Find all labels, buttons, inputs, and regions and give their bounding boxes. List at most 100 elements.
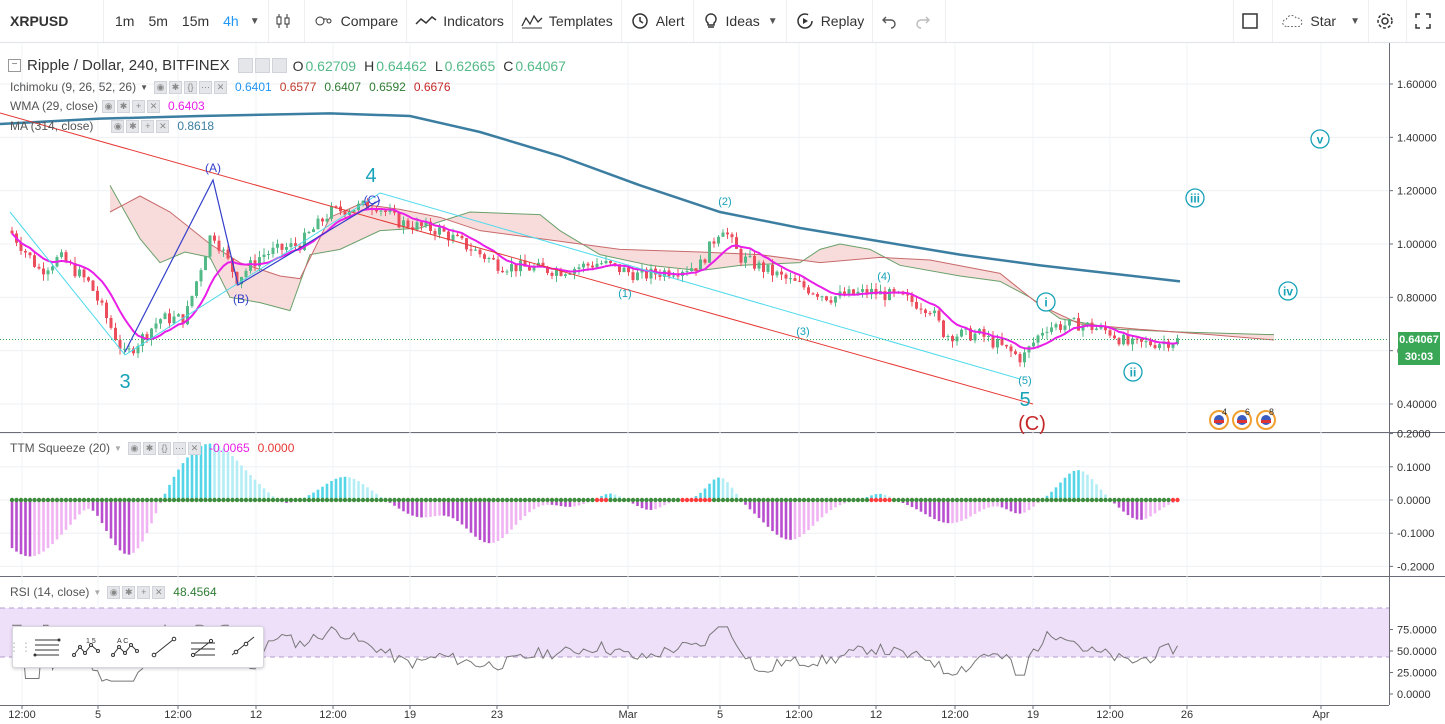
abc-wave-path[interactable]	[124, 178, 381, 353]
candle-body[interactable]	[528, 266, 531, 271]
candle-body[interactable]	[1144, 341, 1148, 343]
candle-body[interactable]	[1081, 325, 1085, 331]
alert-button[interactable]: Alert	[622, 0, 694, 42]
candle-body[interactable]	[1095, 328, 1098, 331]
candle-body[interactable]	[861, 289, 864, 292]
candle-body[interactable]	[757, 262, 761, 269]
candle-body[interactable]	[411, 227, 414, 230]
candle-body[interactable]	[730, 234, 734, 238]
candle-body[interactable]	[465, 238, 468, 250]
chevron-down-icon[interactable]: ▼	[767, 15, 778, 27]
candle-body[interactable]	[51, 266, 54, 271]
candle-body[interactable]	[1176, 338, 1179, 345]
candle-body[interactable]	[456, 234, 459, 236]
candle-body[interactable]	[217, 240, 221, 251]
candle-body[interactable]	[1140, 339, 1143, 342]
chart-type-button[interactable]	[269, 0, 305, 42]
candle-body[interactable]	[91, 280, 95, 291]
trendline-icon[interactable]	[144, 627, 183, 667]
candle-body[interactable]	[375, 209, 378, 212]
user-drawings[interactable]: 345(C)(A)(B)(C)(1)(2)(3)(4)(5)iiiiiiivv4…	[0, 112, 1330, 435]
candle-body[interactable]	[1041, 332, 1044, 336]
candle-body[interactable]	[991, 336, 995, 348]
symbol-search[interactable]: XRPUSD	[0, 0, 104, 42]
candle-body[interactable]	[856, 291, 860, 295]
chevron-down-icon[interactable]: ▼	[249, 15, 260, 27]
ttm-legend[interactable]: TTM Squeeze (20) ▼ ◉ ✱{} ⋯ ✕ -0.0065 0.0000	[10, 441, 302, 455]
candle-body[interactable]	[393, 210, 396, 213]
candle-body[interactable]	[699, 259, 702, 271]
candle-body[interactable]	[865, 289, 869, 295]
candle-body[interactable]	[802, 281, 806, 288]
candle-body[interactable]	[253, 260, 257, 267]
candle-body[interactable]	[600, 263, 603, 265]
wave-circle[interactable]	[1036, 292, 1056, 312]
candle-body[interactable]	[582, 263, 585, 268]
close-icon[interactable]: ✕	[156, 119, 170, 133]
candle-body[interactable]	[1099, 326, 1103, 329]
candle-body[interactable]	[843, 291, 846, 296]
candle-body[interactable]	[780, 271, 783, 275]
candle-body[interactable]	[424, 221, 428, 226]
candle-body[interactable]	[1072, 318, 1076, 320]
candle-body[interactable]	[460, 235, 464, 239]
candle-body[interactable]	[447, 231, 450, 241]
ttm-buttons[interactable]: ◉ ✱{} ⋯ ✕	[127, 441, 203, 455]
candle-body[interactable]	[870, 288, 873, 295]
candle-body[interactable]	[1104, 326, 1107, 331]
gear-icon[interactable]: ✱	[126, 119, 140, 133]
candle-body[interactable]	[352, 209, 356, 212]
candle-body[interactable]	[132, 348, 135, 354]
ichimoku-legend[interactable]: Ichimoku (9, 26, 52, 26) ▼ ◉ ✱{} ⋯ ✕ 0.6401…	[10, 80, 459, 94]
candle-body[interactable]	[348, 211, 351, 215]
candle-body[interactable]	[618, 264, 621, 273]
candle-body[interactable]	[784, 274, 788, 279]
candle-body[interactable]	[703, 259, 707, 263]
candle-body[interactable]	[1086, 322, 1089, 326]
candle-body[interactable]	[883, 291, 887, 301]
candle-body[interactable]	[474, 249, 477, 251]
candle-body[interactable]	[924, 309, 927, 314]
candle-body[interactable]	[114, 327, 117, 340]
add-icon[interactable]: +	[141, 119, 155, 133]
candle-body[interactable]	[1131, 338, 1134, 345]
candle-body[interactable]	[46, 270, 50, 275]
candle-body[interactable]	[181, 314, 185, 325]
close-icon[interactable]: ✕	[214, 80, 227, 94]
candle-body[interactable]	[933, 310, 936, 314]
candle-body[interactable]	[622, 267, 626, 273]
ichimoku-buttons[interactable]: ◉ ✱{} ⋯ ✕	[154, 80, 229, 94]
candle-body[interactable]	[996, 338, 999, 348]
candle-body[interactable]	[420, 222, 423, 226]
candle-body[interactable]	[550, 272, 554, 276]
candle-body[interactable]	[159, 319, 162, 324]
candle-body[interactable]	[78, 269, 81, 277]
candle-body[interactable]	[330, 206, 333, 219]
candle-body[interactable]	[766, 264, 770, 272]
candle-body[interactable]	[1018, 354, 1022, 363]
candle-body[interactable]	[204, 256, 207, 271]
redo-button[interactable]	[909, 0, 947, 42]
candle-body[interactable]	[361, 200, 365, 204]
candle-body[interactable]	[19, 242, 23, 251]
candle-body[interactable]	[208, 235, 212, 257]
candle-body[interactable]	[226, 249, 230, 259]
source-icon[interactable]: {}	[184, 80, 197, 94]
candle-body[interactable]	[10, 230, 14, 234]
candle-body[interactable]	[888, 289, 891, 301]
candle-body[interactable]	[690, 268, 693, 272]
candle-body[interactable]	[262, 254, 266, 258]
candle-body[interactable]	[469, 249, 473, 251]
candle-body[interactable]	[1171, 344, 1175, 348]
candle-body[interactable]	[987, 336, 990, 338]
gear-icon[interactable]: ✱	[117, 99, 131, 113]
candle-body[interactable]	[955, 336, 959, 342]
candle-body[interactable]	[969, 328, 972, 341]
gear-icon[interactable]: ✱	[142, 441, 156, 455]
candle-body[interactable]	[1122, 334, 1125, 345]
candle-body[interactable]	[694, 268, 698, 271]
candle-body[interactable]	[1023, 352, 1026, 363]
candle-body[interactable]	[775, 271, 779, 276]
candle-body[interactable]	[793, 278, 797, 281]
